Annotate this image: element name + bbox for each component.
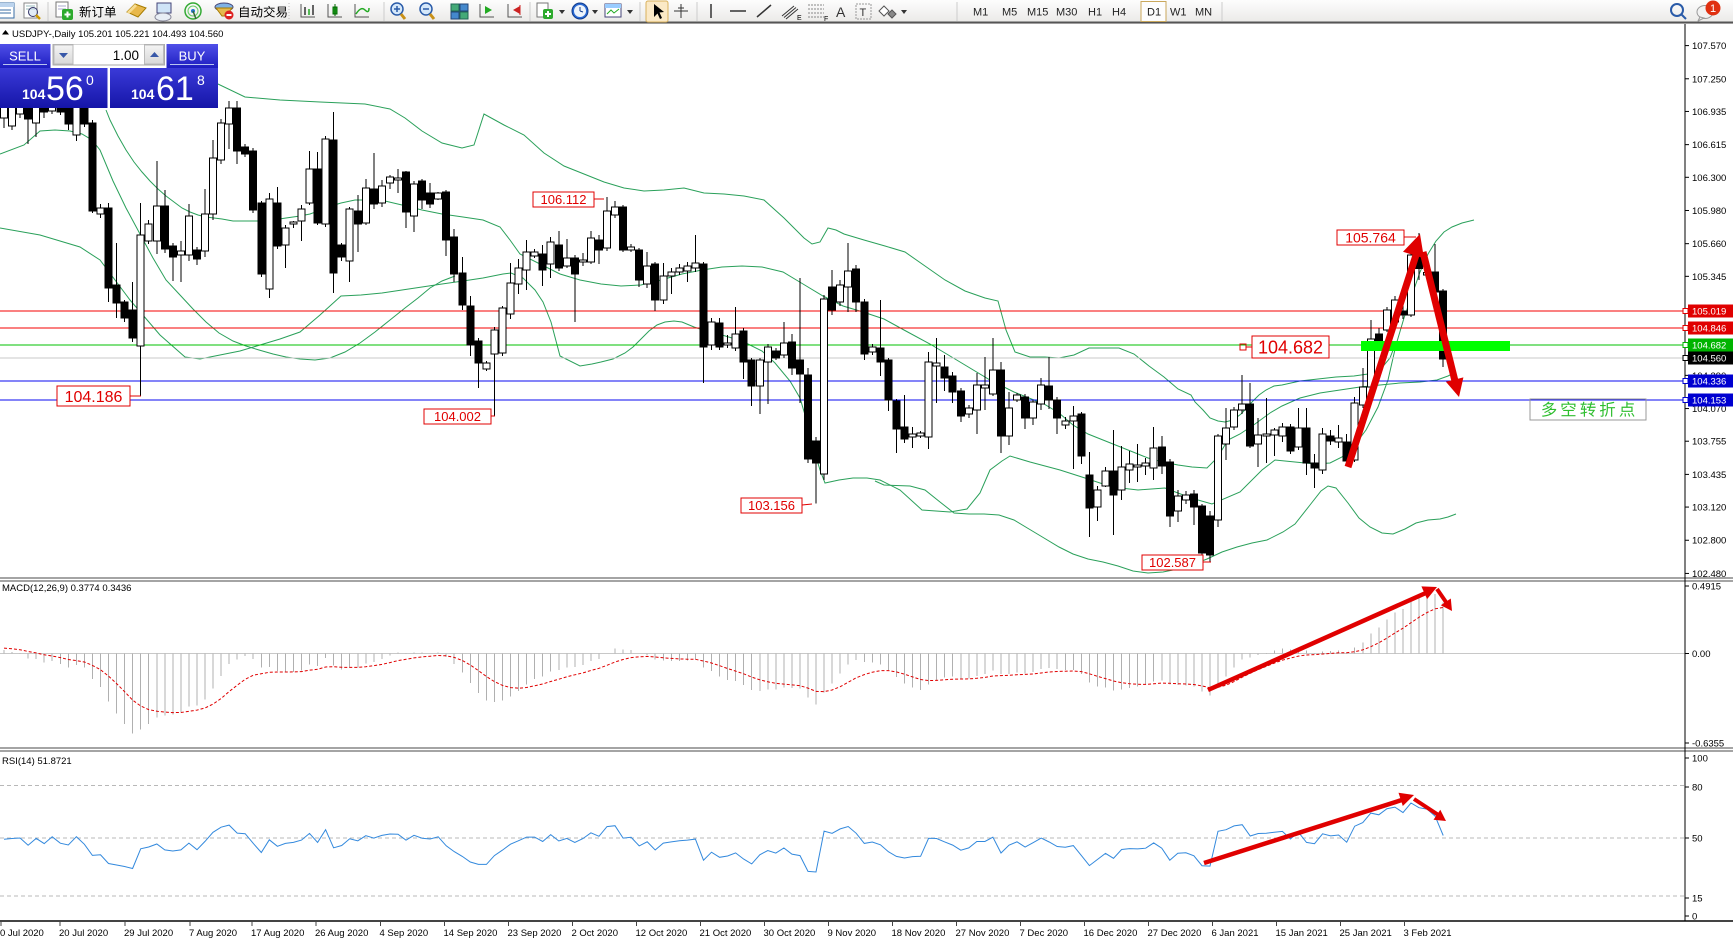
- svg-text:T: T: [860, 7, 867, 19]
- svg-text:105.019: 105.019: [1692, 307, 1726, 318]
- svg-text:M5: M5: [1002, 7, 1017, 19]
- svg-text:25 Jan 2021: 25 Jan 2021: [1340, 928, 1392, 939]
- svg-text:107.250: 107.250: [1692, 74, 1726, 85]
- svg-text:8: 8: [197, 72, 205, 88]
- svg-text:12 Oct 2020: 12 Oct 2020: [636, 928, 688, 939]
- svg-text:BUY: BUY: [179, 49, 206, 64]
- svg-text:17 Aug 2020: 17 Aug 2020: [251, 928, 304, 939]
- svg-text:29 Jul 2020: 29 Jul 2020: [124, 928, 173, 939]
- svg-text:7 Aug 2020: 7 Aug 2020: [189, 928, 237, 939]
- svg-text:61: 61: [156, 70, 194, 108]
- svg-text:102.587: 102.587: [1149, 555, 1196, 570]
- svg-text:M1: M1: [973, 7, 988, 19]
- svg-text:H4: H4: [1112, 7, 1126, 19]
- svg-text:SELL: SELL: [9, 49, 41, 64]
- svg-text:105.980: 105.980: [1692, 206, 1726, 217]
- svg-text:A: A: [836, 4, 846, 20]
- svg-text:W1: W1: [1170, 7, 1187, 19]
- svg-text:30 Oct 2020: 30 Oct 2020: [764, 928, 816, 939]
- svg-text:106.300: 106.300: [1692, 173, 1726, 184]
- svg-text:104.186: 104.186: [65, 389, 123, 406]
- svg-text:9 Nov 2020: 9 Nov 2020: [828, 928, 877, 939]
- svg-text:MN: MN: [1195, 7, 1212, 19]
- svg-text:105.345: 105.345: [1692, 272, 1726, 283]
- svg-text:105.660: 105.660: [1692, 239, 1726, 250]
- svg-text:106.112: 106.112: [540, 192, 586, 207]
- svg-text:0.00: 0.00: [1692, 649, 1711, 660]
- svg-text:104: 104: [22, 86, 46, 102]
- svg-text:80: 80: [1692, 783, 1703, 794]
- svg-text:104.336: 104.336: [1692, 377, 1726, 388]
- svg-text:104.560: 104.560: [1692, 354, 1726, 365]
- svg-text:107.570: 107.570: [1692, 41, 1726, 52]
- svg-text:1.00: 1.00: [113, 48, 139, 63]
- svg-text:106.615: 106.615: [1692, 140, 1726, 151]
- svg-text:104.002: 104.002: [434, 409, 481, 424]
- svg-text:0 Jul 2020: 0 Jul 2020: [0, 928, 44, 939]
- svg-text:D1: D1: [1147, 7, 1161, 19]
- svg-text:20 Jul 2020: 20 Jul 2020: [59, 928, 108, 939]
- svg-text:0: 0: [86, 72, 94, 88]
- svg-text:2 Oct 2020: 2 Oct 2020: [572, 928, 618, 939]
- svg-text:102.800: 102.800: [1692, 536, 1726, 547]
- svg-text:MACD(12,26,9) 0.3774 0.3436: MACD(12,26,9) 0.3774 0.3436: [2, 583, 131, 594]
- svg-text:103.156: 103.156: [748, 498, 795, 513]
- svg-text:104.070: 104.070: [1692, 404, 1726, 415]
- svg-text:F: F: [824, 16, 828, 23]
- svg-text:27 Dec 2020: 27 Dec 2020: [1148, 928, 1202, 939]
- svg-text:-0.6355: -0.6355: [1692, 739, 1724, 750]
- svg-text:15: 15: [1692, 894, 1703, 905]
- svg-text:RSI(14) 51.8721: RSI(14) 51.8721: [2, 756, 72, 767]
- svg-text:50: 50: [1692, 834, 1703, 845]
- svg-text:103.120: 103.120: [1692, 503, 1726, 514]
- svg-text:M15: M15: [1027, 7, 1048, 19]
- svg-text:7 Dec 2020: 7 Dec 2020: [1020, 928, 1069, 939]
- svg-text:E: E: [797, 15, 802, 22]
- svg-text:H1: H1: [1088, 7, 1102, 19]
- svg-text:16 Dec 2020: 16 Dec 2020: [1084, 928, 1138, 939]
- svg-text:104: 104: [131, 86, 155, 102]
- svg-text:104.682: 104.682: [1692, 341, 1726, 352]
- svg-text:104.682: 104.682: [1258, 337, 1323, 357]
- svg-text:3 Feb 2021: 3 Feb 2021: [1404, 928, 1452, 939]
- svg-text:14 Sep 2020: 14 Sep 2020: [444, 928, 498, 939]
- svg-text:1: 1: [1710, 3, 1716, 15]
- svg-text:23 Sep 2020: 23 Sep 2020: [508, 928, 562, 939]
- svg-text:102.480: 102.480: [1692, 569, 1726, 580]
- svg-text:18 Nov 2020: 18 Nov 2020: [892, 928, 946, 939]
- svg-text:26 Aug 2020: 26 Aug 2020: [315, 928, 368, 939]
- svg-text:103.755: 103.755: [1692, 437, 1726, 448]
- svg-text:M30: M30: [1056, 7, 1077, 19]
- svg-text:103.435: 103.435: [1692, 470, 1726, 481]
- svg-text:0: 0: [1692, 912, 1697, 923]
- svg-text:0.4915: 0.4915: [1692, 582, 1721, 593]
- svg-text:6 Jan 2021: 6 Jan 2021: [1212, 928, 1259, 939]
- svg-text:105.764: 105.764: [1345, 230, 1396, 246]
- svg-text:21 Oct 2020: 21 Oct 2020: [700, 928, 752, 939]
- svg-text:USDJPY-,Daily 105.201 105.221: USDJPY-,Daily 105.201 105.221 104.493 10…: [12, 29, 223, 40]
- svg-text:56: 56: [46, 70, 84, 108]
- svg-text:27 Nov 2020: 27 Nov 2020: [956, 928, 1010, 939]
- svg-text:104.153: 104.153: [1692, 396, 1726, 407]
- svg-text:106.935: 106.935: [1692, 107, 1726, 118]
- svg-text:15 Jan 2021: 15 Jan 2021: [1276, 928, 1328, 939]
- svg-text:4 Sep 2020: 4 Sep 2020: [380, 928, 429, 939]
- svg-text:100: 100: [1692, 754, 1708, 765]
- svg-text:104.846: 104.846: [1692, 324, 1726, 335]
